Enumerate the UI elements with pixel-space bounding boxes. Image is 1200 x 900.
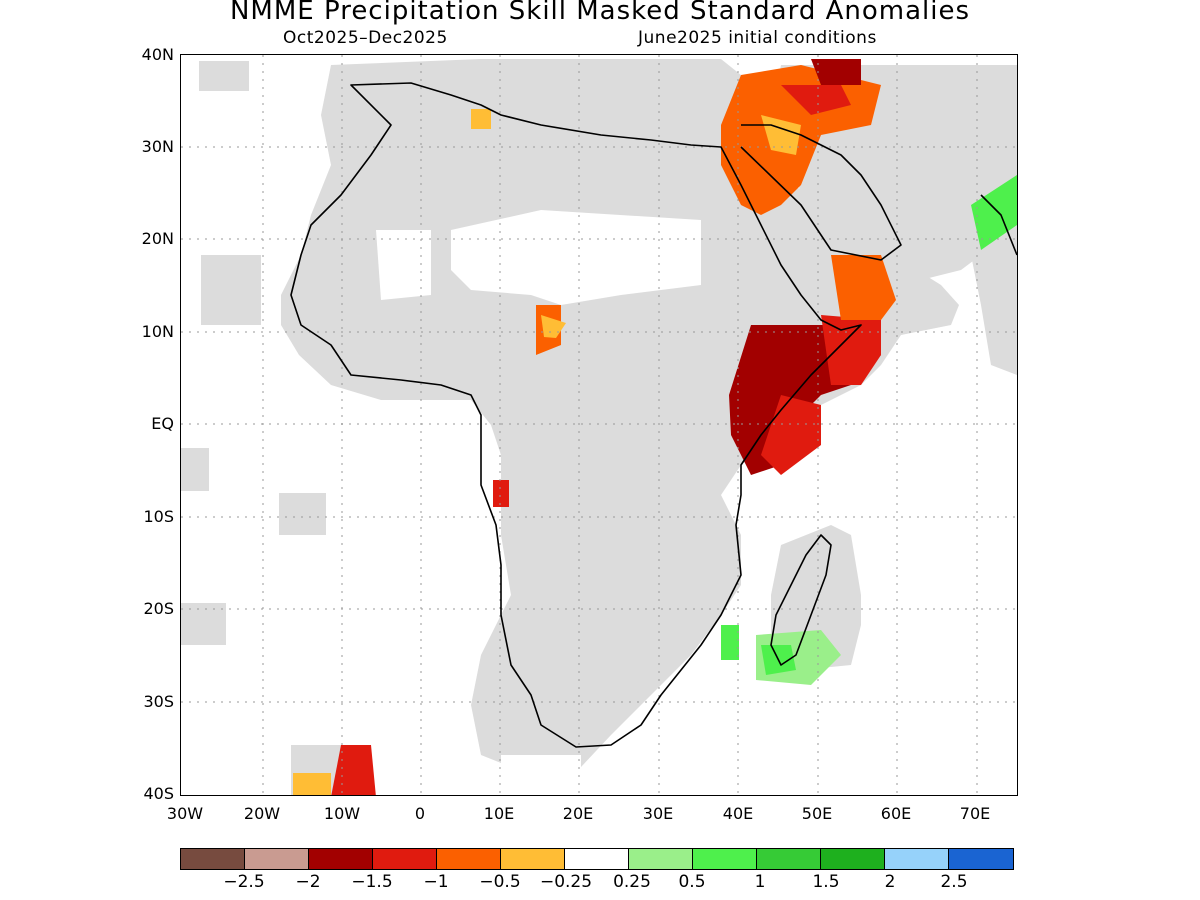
- south-atlantic-light-anomaly: [293, 773, 331, 795]
- azores-mask: [199, 61, 249, 91]
- cape-verde-mask: [201, 255, 261, 325]
- lon-label-40e: 40E: [722, 804, 754, 823]
- no-skill-land-mask: [181, 59, 1017, 795]
- colorbar: [180, 848, 1014, 870]
- colorbar-label: −1.5: [351, 872, 393, 892]
- lat-label-20s: 20S: [143, 599, 174, 618]
- north-atlantic-south-anomaly: [331, 745, 376, 795]
- colorbar-label: 0.25: [613, 872, 651, 892]
- colorbar-swatch: [181, 849, 245, 869]
- colorbar-label: −2: [295, 872, 321, 892]
- lon-label-50e: 50E: [801, 804, 833, 823]
- colorbar-swatch: [949, 849, 1013, 869]
- lon-label-30e: 30E: [642, 804, 674, 823]
- south-atlantic-mask: [181, 603, 226, 645]
- lon-label-10w: 10W: [323, 804, 361, 823]
- saint-helena-mask: [279, 493, 326, 535]
- colorbar-label: 2: [884, 872, 896, 892]
- colorbar-label: 0.5: [678, 872, 706, 892]
- lon-label-70e: 70E: [959, 804, 991, 823]
- neutral-patches: [376, 210, 701, 795]
- gulf-guinea-mask: [181, 448, 209, 491]
- colorbar-swatch: [629, 849, 693, 869]
- colorbar-swatch: [373, 849, 437, 869]
- madagascar-coastline: [770, 534, 832, 666]
- mozambique-channel-wet: [721, 625, 739, 660]
- colorbar-label: −2.5: [223, 872, 265, 892]
- turkey-dark-anomaly: [811, 59, 861, 85]
- lat-label-30s: 30S: [143, 692, 174, 711]
- lon-label-10e: 10E: [483, 804, 515, 823]
- lat-label-20n: 20N: [141, 229, 174, 248]
- lat-label-40n: 40N: [141, 45, 174, 64]
- colorbar-swatch: [437, 849, 501, 869]
- arabia-coastline: [740, 124, 902, 261]
- colorbar-label: −0.25: [539, 872, 593, 892]
- colorbar-label: 1: [754, 872, 766, 892]
- colorbar-swatch: [309, 849, 373, 869]
- lon-label-20e: 20E: [562, 804, 594, 823]
- arabian-sea-anomaly: [831, 255, 896, 320]
- colorbar-label: 1.5: [812, 872, 840, 892]
- lat-label-10s: 10S: [143, 507, 174, 526]
- somalia-anomaly: [821, 315, 881, 385]
- anomaly-map: [180, 54, 1018, 796]
- lat-label-30n: 30N: [141, 137, 174, 156]
- colorbar-swatch: [565, 849, 629, 869]
- colorbar-label: −1: [423, 872, 449, 892]
- lat-label-10n: 10N: [141, 322, 174, 341]
- colorbar-label: 2.5: [940, 872, 968, 892]
- west-africa-light-anomaly: [541, 315, 566, 338]
- colorbar-swatch: [245, 849, 309, 869]
- colorbar-swatch: [821, 849, 885, 869]
- india-wet-anomaly: [971, 175, 1017, 250]
- levant-anomaly: [781, 85, 851, 115]
- africa-coastline: [290, 82, 862, 748]
- morocco-anomaly: [471, 109, 491, 129]
- south-africa-neutral-patch: [501, 755, 581, 795]
- initial-conditions: June2025 initial conditions: [638, 28, 877, 48]
- coastlines: [290, 82, 1017, 748]
- lat-label-eq: EQ: [151, 414, 174, 433]
- africa-landmass: [281, 59, 959, 771]
- lon-label-60e: 60E: [880, 804, 912, 823]
- map-canvas: [181, 55, 1017, 795]
- forecast-period: Oct2025–Dec2025: [283, 28, 448, 48]
- map-title: NMME Precipitation Skill Masked Standard…: [229, 0, 971, 26]
- lon-label-30w: 30W: [166, 804, 204, 823]
- colorbar-swatch: [501, 849, 565, 869]
- sahara-neutral-patch: [451, 210, 701, 305]
- colorbar-swatch: [757, 849, 821, 869]
- sahel-neutral-patch: [376, 230, 431, 300]
- india-coastline: [980, 194, 1017, 256]
- lon-label-20w: 20W: [243, 804, 281, 823]
- angola-coast-anomaly: [493, 480, 509, 507]
- lon-label-0: 0: [414, 804, 426, 823]
- colorbar-swatch: [693, 849, 757, 869]
- lat-label-40s: 40S: [143, 784, 174, 803]
- colorbar-swatch: [885, 849, 949, 869]
- colorbar-label: −0.5: [479, 872, 521, 892]
